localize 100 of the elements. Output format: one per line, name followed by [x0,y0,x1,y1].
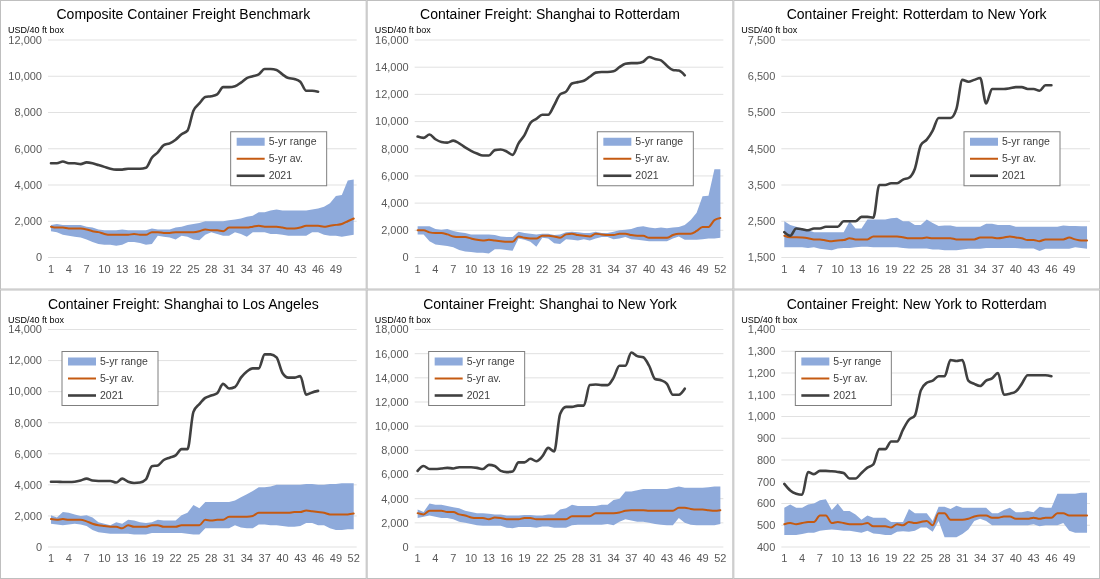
y-tick-label: 6,500 [747,70,776,83]
legend-label: 2021 [466,389,491,402]
x-tick-label: 4 [65,262,72,275]
y-tick-label: 4,000 [381,492,409,505]
x-tick-label: 1 [414,552,421,564]
x-tick-label: 4 [432,262,439,275]
x-tick-label: 13 [482,262,495,275]
line-series [49,353,320,485]
x-tick-label: 43 [294,262,307,275]
y-tick-label: 14,000 [375,371,409,384]
x-tick-label: 10 [98,262,111,275]
x-tick-label: 4 [799,552,806,564]
x-tick-label: 31 [222,262,236,275]
x-tick-label: 37 [625,262,638,275]
legend-label: 5-yr range [100,355,149,368]
y-tick-label: 6,000 [381,169,409,182]
chart-title: Container Freight: Rotterdam to New York [786,6,1048,22]
x-tick-label: 46 [311,262,325,275]
x-tick-label: 49 [696,552,709,564]
x-tick-label: 19 [518,552,531,564]
x-tick-label: 25 [553,552,567,564]
y-tick-label: 4,500 [747,142,776,155]
x-tick-label: 22 [536,262,549,275]
x-tick-label: 28 [938,262,951,275]
x-tick-label: 16 [867,262,880,275]
y-tick-label: 400 [756,540,776,553]
x-tick-label: 19 [885,262,898,275]
y-tick-label: 2,500 [747,215,776,228]
x-tick-label: 28 [938,552,951,564]
x-tick-label: 31 [956,552,969,564]
y-tick-label: 18,000 [375,323,409,336]
x-tick-label: 34 [240,552,253,564]
y-tick-label: 2,000 [381,516,409,529]
y-tick-label: 6,000 [14,142,42,155]
x-tick-label: 52 [347,552,360,564]
legend-label: 2021 [100,389,124,402]
y-tick-label: 1,000 [747,410,776,423]
y-axis-title: USD/40 ft box [374,314,432,325]
legend-label: 5-yr range [268,135,317,148]
y-tick-label: 8,000 [14,106,42,119]
y-tick-label: 6,000 [14,447,42,460]
y-tick-label: 500 [756,519,776,532]
line-series [783,76,1053,238]
legend-label: 5-yr range [466,355,515,368]
x-tick-label: 49 [1063,552,1076,564]
x-tick-label: 19 [885,552,898,564]
x-tick-label: 52 [714,552,727,564]
x-tick-label: 4 [432,552,439,564]
chart-title: Container Freight: Shanghai to New York [423,295,678,312]
x-tick-label: 25 [187,262,200,275]
x-tick-label: 43 [1027,552,1040,564]
line-series [49,509,355,530]
x-tick-label: 7 [450,552,457,564]
legend-label: 5-yr range [1002,135,1051,148]
x-tick-label: 43 [294,552,307,564]
x-tick-label: 43 [660,552,674,564]
y-tick-label: 14,000 [375,61,409,74]
y-tick-label: 12,000 [8,33,42,46]
x-tick-label: 49 [329,552,343,564]
y-tick-label: 900 [756,432,776,445]
chart-title: Container Freight: Shanghai to Rotterdam [420,6,680,22]
y-tick-label: 5,500 [747,106,776,119]
legend-label: 5-yr av. [1002,152,1037,165]
legend-label: 5-yr av. [268,152,303,165]
x-tick-label: 25 [920,552,933,564]
y-tick-label: 8,000 [381,444,409,457]
y-tick-label: 2,000 [14,509,42,522]
x-tick-label: 4 [799,262,806,275]
y-tick-label: 1,100 [747,388,776,401]
x-tick-label: 22 [169,262,182,275]
y-tick-label: 3,500 [747,178,776,191]
y-tick-label: 0 [402,251,409,264]
x-tick-label: 22 [902,552,916,564]
y-tick-label: 14,000 [8,323,42,336]
x-tick-label: 16 [500,552,513,564]
y-tick-label: 10,000 [375,115,409,128]
x-tick-label: 43 [1027,262,1040,275]
chart-title: Container Freight: Shanghai to Los Angeles [47,295,319,312]
y-axis-title: USD/40 ft box [741,314,798,325]
x-tick-label: 34 [974,262,987,275]
x-tick-label: 49 [1063,262,1076,275]
x-tick-label: 28 [571,262,585,275]
y-tick-label: 1,200 [747,366,776,379]
y-tick-label: 1,500 [747,251,776,264]
x-tick-label: 28 [205,552,218,564]
y-tick-label: 600 [756,497,776,510]
x-tick-label: 16 [500,262,513,275]
x-tick-label: 25 [187,552,200,564]
x-tick-label: 40 [643,262,656,275]
x-tick-label: 31 [222,552,236,564]
y-tick-label: 4,000 [14,178,42,191]
legend-label: 5-yr av. [635,152,670,165]
y-tick-label: 1,400 [747,323,776,336]
x-tick-label: 25 [920,262,933,275]
x-tick-label: 43 [660,262,674,275]
y-tick-label: 10,000 [375,420,409,433]
x-tick-label: 37 [625,552,638,564]
y-tick-label: 12,000 [8,354,42,367]
y-axis-title: USD/40 ft box [8,314,65,325]
y-tick-label: 0 [35,540,42,553]
